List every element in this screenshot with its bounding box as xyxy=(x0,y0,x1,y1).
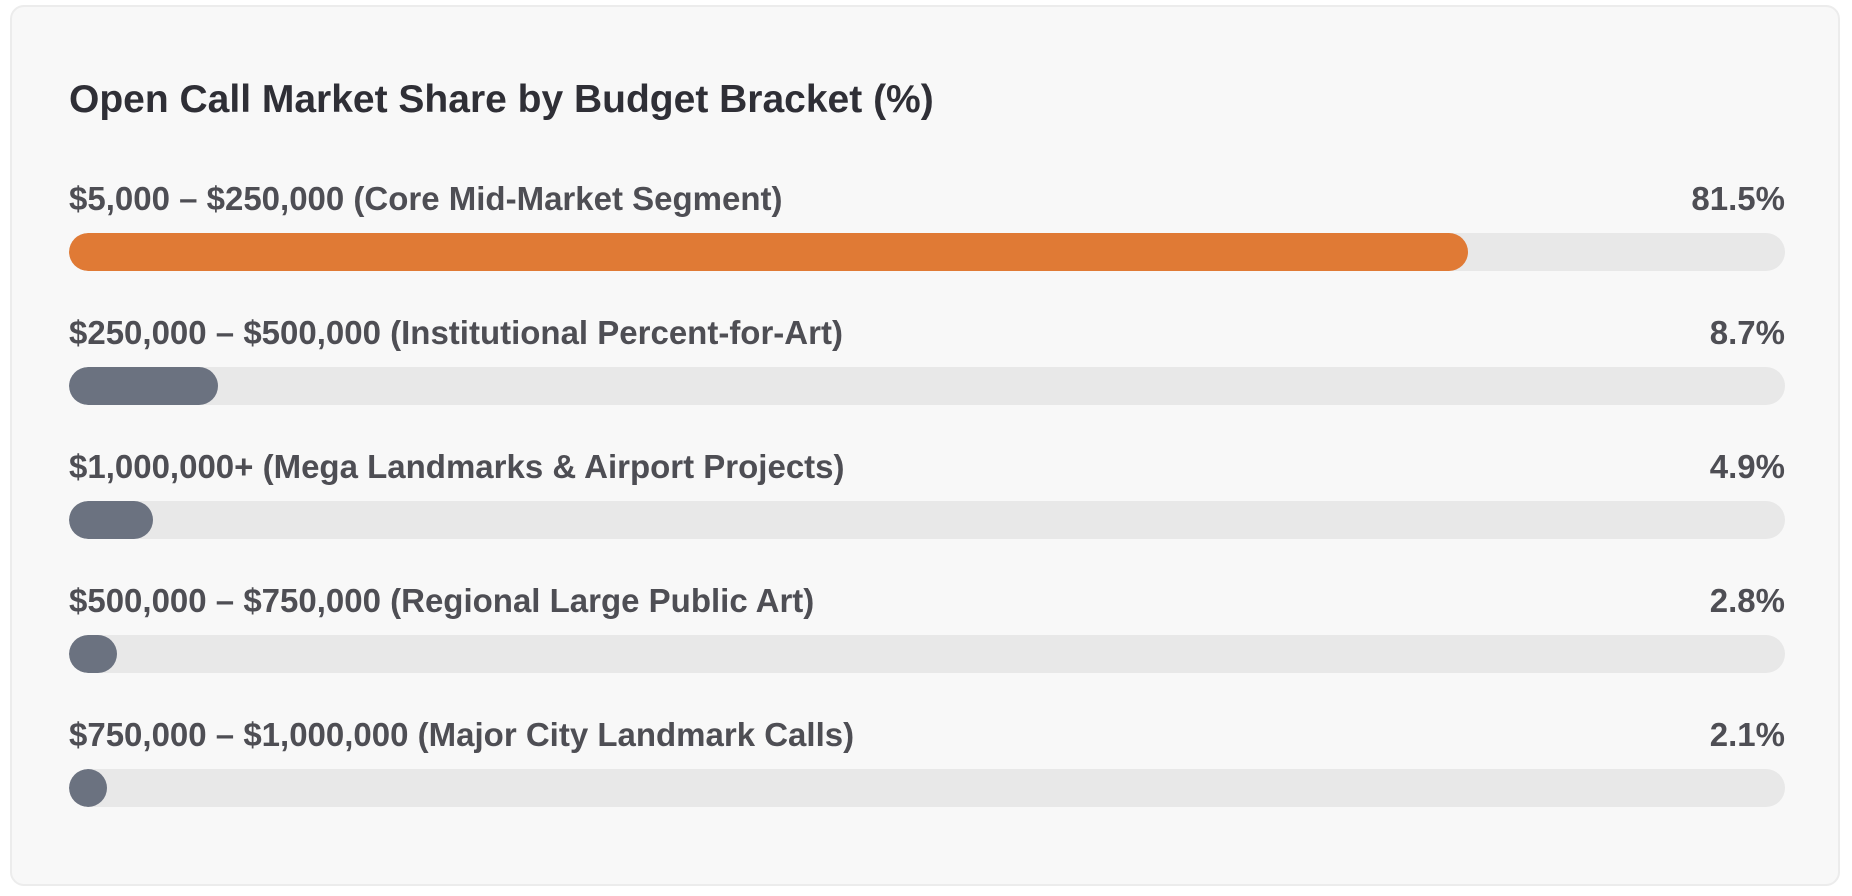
category-label: $5,000 – $250,000 (Core Mid-Market Segme… xyxy=(69,180,783,217)
bar-row: $250,000 – $500,000 (Institutional Perce… xyxy=(69,307,1785,441)
bar-row-header: $750,000 – $1,000,000 (Major City Landma… xyxy=(69,709,1785,761)
value-label: 2.1% xyxy=(1709,716,1785,753)
bar-row: $500,000 – $750,000 (Regional Large Publ… xyxy=(69,575,1785,709)
bar-row-header: $1,000,000+ (Mega Landmarks & Airport Pr… xyxy=(69,441,1785,493)
bar-track xyxy=(69,769,1785,807)
bar-row-header: $250,000 – $500,000 (Institutional Perce… xyxy=(69,307,1785,359)
bar-row-header: $5,000 – $250,000 (Core Mid-Market Segme… xyxy=(69,173,1785,225)
chart-card: Open Call Market Share by Budget Bracket… xyxy=(10,5,1840,886)
bar-track xyxy=(69,635,1785,673)
category-label: $750,000 – $1,000,000 (Major City Landma… xyxy=(69,716,855,753)
bar-row: $750,000 – $1,000,000 (Major City Landma… xyxy=(69,709,1785,843)
category-label: $1,000,000+ (Mega Landmarks & Airport Pr… xyxy=(69,448,845,485)
bar-fill xyxy=(69,769,107,807)
value-label: 81.5% xyxy=(1691,180,1785,217)
value-label: 8.7% xyxy=(1709,314,1785,351)
bar-fill xyxy=(69,233,1468,271)
category-label: $500,000 – $750,000 (Regional Large Publ… xyxy=(69,582,815,619)
bar-row: $1,000,000+ (Mega Landmarks & Airport Pr… xyxy=(69,441,1785,575)
bar-track xyxy=(69,367,1785,405)
bar-track xyxy=(69,501,1785,539)
bar-list: $5,000 – $250,000 (Core Mid-Market Segme… xyxy=(69,173,1785,843)
chart-title: Open Call Market Share by Budget Bracket… xyxy=(69,78,934,121)
bar-row-header: $500,000 – $750,000 (Regional Large Publ… xyxy=(69,575,1785,627)
value-label: 2.8% xyxy=(1709,582,1785,619)
bar-fill xyxy=(69,635,118,673)
category-label: $250,000 – $500,000 (Institutional Perce… xyxy=(69,314,843,351)
value-label: 4.9% xyxy=(1709,448,1785,485)
bar-fill xyxy=(69,501,154,539)
bar-row: $5,000 – $250,000 (Core Mid-Market Segme… xyxy=(69,173,1785,307)
bar-fill xyxy=(69,367,219,405)
bar-track xyxy=(69,233,1785,271)
